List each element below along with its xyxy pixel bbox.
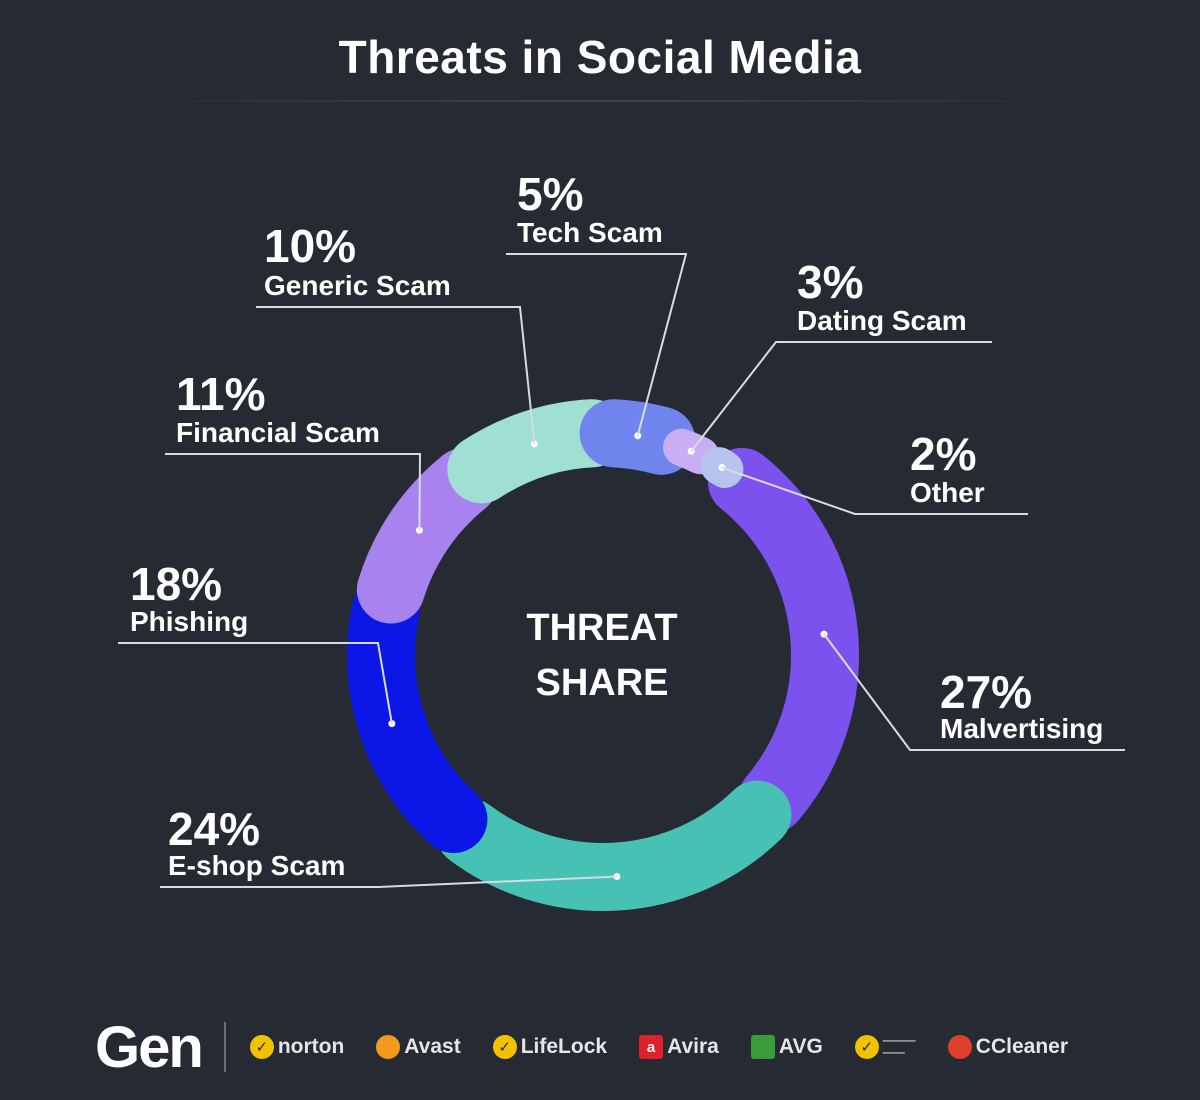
leader-line [256,306,536,444]
slice-label: Malvertising [940,713,1103,744]
center-label-line-2: SHARE [535,662,668,704]
avg-icon [750,1035,775,1059]
brand-name: norton [277,1035,345,1058]
slice-percent: 5% [517,168,583,220]
brand-name: Avira [667,1035,719,1058]
brand-logo: ✓ norton [249,1035,345,1059]
brand-logo: AVG [750,1035,823,1059]
slice-label: Generic Scam [264,270,451,301]
brand-logo: ✓ LifeLock [492,1035,608,1059]
leader-line [506,253,688,436]
leader-line [165,453,422,531]
leader-line [160,875,617,888]
check-circle-icon: ✓ [854,1035,879,1059]
slice-label: Phishing [130,606,248,637]
slice-label: E-shop Scam [168,850,345,881]
check-circle-icon: ✓ [249,1035,274,1059]
slice-label: Other [910,477,985,508]
brand-name: ——— —— [882,1035,916,1059]
leader-line [118,642,393,724]
slice-percent: 3% [797,256,863,308]
brand-name: Avast [404,1035,461,1058]
gen-logo: Gen [95,1014,204,1080]
donut-slice-e-shop-scam [435,780,792,911]
leader-line [690,341,992,452]
check-circle-icon: ✓ [492,1035,517,1059]
slice-percent: 27% [940,666,1032,718]
donut-slice-generic-scam [447,399,627,504]
brand-logo: CCleaner [947,1035,1068,1059]
title-divider [110,100,1090,102]
donut-slice-phishing [347,576,488,854]
brand-logo: a Avira [639,1035,719,1059]
slice-percent: 2% [910,428,976,480]
slice-label: Tech Scam [517,217,663,248]
footer-logos: Gen ✓ norton Avast ✓ LifeLock a Avira AVG ✓ ——— ——… [95,1014,1125,1080]
slice-percent: 11% [176,368,266,420]
donut-segments [347,399,859,911]
slice-percent: 18% [130,558,222,610]
center-label-line-1: THREAT [526,607,677,649]
ccleaner-icon [947,1035,972,1059]
slice-label: Financial Scam [176,417,380,448]
avira-icon: a [639,1035,664,1059]
brand-name: LifeLock [520,1035,608,1058]
brand-name: CCleaner [975,1035,1068,1058]
footer-divider [223,1022,226,1072]
leader-line [823,633,1125,751]
leader-line [721,466,1028,515]
slice-percent: 10% [264,220,356,272]
chart-title: Threats in Social Media [338,31,862,83]
brand-row: ✓ norton Avast ✓ LifeLock a Avira AVG ✓ ——— —— CCle… [249,1035,1100,1059]
slice-percent: 24% [168,803,260,855]
donut-slice-financial-scam [356,447,499,624]
brand-name: AVG [778,1035,823,1058]
donut-slice-malvertising [707,447,859,834]
brand-logo: Avast [376,1035,461,1059]
slice-labels: 27%Malvertising 24%E-shop Scam 18%Phishing… [130,168,1103,881]
leader-lines [118,253,1125,888]
avast-icon [376,1035,401,1059]
slice-label: Dating Scam [797,305,967,336]
brand-logo: ✓ ——— —— [854,1035,916,1059]
